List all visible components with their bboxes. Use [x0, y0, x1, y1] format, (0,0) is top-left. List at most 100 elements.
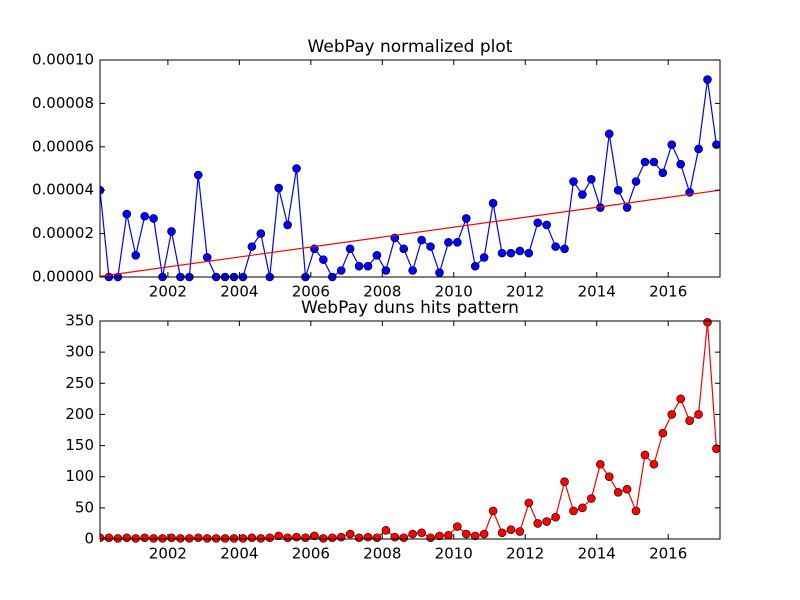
data-point [426, 242, 435, 251]
data-point [274, 183, 283, 193]
data-point [569, 506, 578, 516]
data-point [131, 534, 141, 543]
data-point [319, 534, 328, 543]
x-tick-label: 2014 [578, 283, 616, 301]
data-point [649, 157, 659, 167]
y-tick-label: 150 [65, 436, 94, 454]
data-point [453, 522, 462, 531]
data-point [193, 533, 203, 543]
series-line [100, 189, 720, 277]
data-point [712, 444, 720, 453]
data-point [247, 242, 257, 251]
data-point [220, 534, 230, 543]
data-point [100, 533, 105, 543]
data-point [694, 144, 703, 154]
data-point [595, 459, 605, 469]
x-tick-label: 2012 [506, 283, 544, 301]
data-point [122, 209, 132, 219]
y-tick-label: 0.00008 [32, 94, 94, 112]
data-point [703, 317, 712, 327]
data-point [613, 487, 623, 497]
data-point [345, 529, 355, 539]
x-tick-label: 2014 [578, 545, 616, 563]
data-point [354, 261, 364, 271]
x-tick-label: 2004 [220, 283, 258, 301]
data-point [336, 266, 346, 275]
data-point [193, 170, 203, 180]
data-point [622, 203, 632, 212]
data-point [202, 253, 212, 262]
data-point [658, 168, 668, 178]
data-point [158, 534, 167, 543]
data-point [444, 530, 453, 540]
data-point [265, 533, 275, 543]
x-tick-label: 2008 [363, 283, 401, 301]
data-point [363, 261, 373, 271]
data-point [417, 235, 426, 245]
data-point [176, 534, 185, 543]
data-point [694, 410, 703, 419]
y-tick-label: 300 [65, 343, 94, 361]
series-line [100, 322, 718, 539]
data-point [622, 484, 632, 494]
x-tick-label: 2016 [649, 545, 687, 563]
y-tick-label: 50 [75, 498, 94, 516]
data-point [604, 472, 614, 482]
y-tick-label: 0.00002 [32, 224, 94, 242]
data-point [515, 246, 525, 256]
data-point [515, 527, 525, 536]
data-point [676, 159, 685, 169]
data-point [560, 244, 569, 254]
data-point [479, 529, 489, 539]
series-line [100, 79, 718, 278]
data-point [372, 533, 382, 543]
data-point [444, 237, 453, 247]
data-point [327, 533, 337, 543]
data-point [649, 459, 659, 469]
data-point [238, 534, 248, 543]
data-point [703, 75, 712, 84]
x-tick-label: 2006 [292, 545, 330, 563]
data-point [461, 529, 471, 539]
y-tick-label: 0.00006 [32, 137, 94, 155]
data-point [345, 244, 355, 254]
data-point [131, 251, 141, 260]
data-point [104, 533, 114, 543]
data-point [506, 525, 516, 534]
data-point [461, 214, 471, 223]
data-point [202, 534, 212, 543]
data-point [372, 251, 382, 260]
data-point [229, 534, 239, 543]
y-tick-label: 0.00010 [32, 51, 94, 69]
data-point [453, 237, 462, 247]
x-tick-label: 2002 [149, 283, 187, 301]
data-point [533, 218, 543, 228]
y-tick-label: 350 [65, 312, 94, 330]
data-point [506, 248, 516, 258]
data-point [712, 140, 720, 149]
data-point [122, 533, 132, 543]
data-point [435, 268, 444, 277]
data-point [640, 157, 650, 167]
x-tick-label: 2006 [292, 283, 330, 301]
x-tick-label: 2010 [435, 283, 473, 301]
data-point [470, 261, 480, 271]
data-point [497, 248, 507, 258]
data-point [578, 190, 587, 199]
data-point [631, 506, 641, 516]
data-point [587, 175, 596, 184]
data-point [667, 140, 677, 149]
data-point [658, 428, 668, 438]
data-point [426, 533, 435, 543]
data-point [631, 177, 641, 186]
data-point [247, 533, 257, 543]
data-point [470, 531, 480, 541]
data-point [542, 517, 551, 526]
data-point [363, 532, 373, 542]
axes-frame [99, 59, 721, 278]
x-tick-label: 2004 [220, 545, 258, 563]
data-point [551, 242, 560, 251]
data-point [488, 506, 498, 516]
data-point [167, 227, 176, 236]
